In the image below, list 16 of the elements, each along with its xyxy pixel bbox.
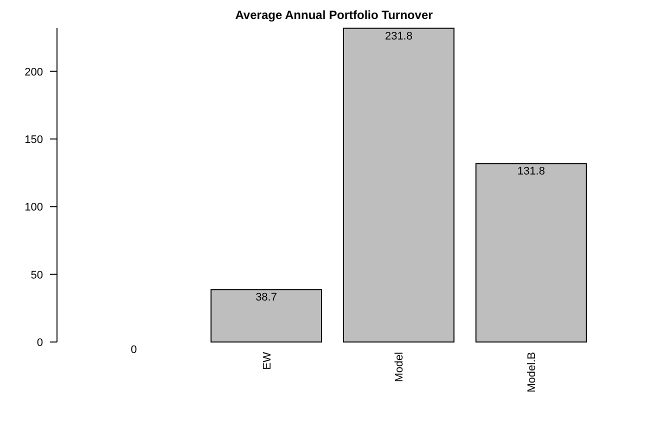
bar bbox=[475, 163, 587, 342]
data-label: 231.8 bbox=[384, 30, 412, 42]
y-tick-label: 50 bbox=[30, 269, 43, 282]
bar bbox=[210, 289, 322, 342]
data-label: 0 bbox=[130, 344, 137, 356]
data-label: 131.8 bbox=[517, 166, 545, 178]
y-tick-label: 200 bbox=[24, 66, 43, 78]
data-label: 38.7 bbox=[256, 292, 277, 304]
y-tick-label: 150 bbox=[24, 134, 43, 146]
x-tick-label: EW bbox=[261, 351, 274, 370]
chart-title: Average Annual Portfolio Turnover bbox=[235, 8, 434, 22]
bar bbox=[342, 28, 454, 342]
x-tick-label: Model bbox=[394, 352, 406, 382]
y-tick-label: 0 bbox=[36, 337, 43, 349]
y-tick-label: 100 bbox=[24, 202, 43, 214]
x-tick-label: Model.B bbox=[526, 352, 538, 392]
